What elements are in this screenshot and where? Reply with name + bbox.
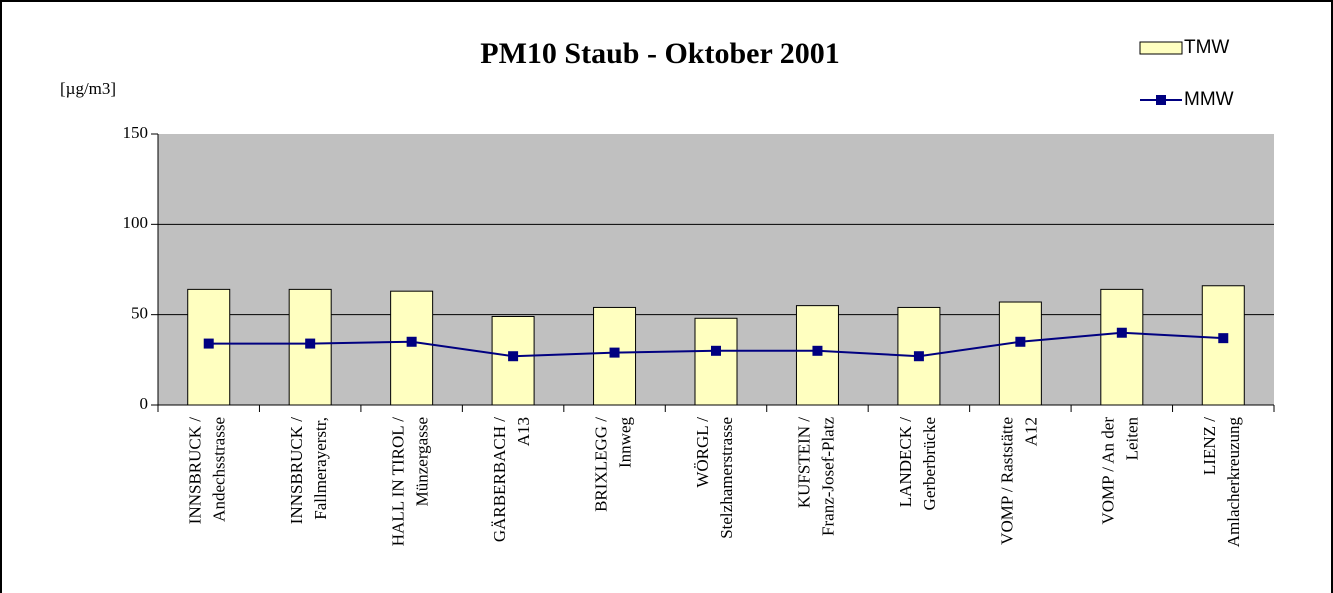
x-tick-label: Andechsstrasse xyxy=(210,417,229,522)
x-tick-label: INNSBRUCK / xyxy=(287,417,306,524)
marker xyxy=(406,336,417,347)
marker xyxy=(711,345,721,356)
marker xyxy=(1015,336,1026,347)
marker xyxy=(1116,327,1127,338)
x-tick-label: A12 xyxy=(1021,417,1040,446)
x-tick-label: VOMP / An der xyxy=(1099,417,1118,525)
x-tick-label: A13 xyxy=(514,417,533,446)
x-tick-label: Gerberbrücke xyxy=(920,417,939,510)
legend-label: TMW xyxy=(1184,37,1229,58)
y-tick-label: 150 xyxy=(123,123,149,142)
x-tick-label: VOMP / Raststätte xyxy=(997,417,1016,545)
y-tick-label: 100 xyxy=(123,213,149,232)
x-tick-label: WÖRGL / xyxy=(693,417,712,488)
marker xyxy=(609,347,620,358)
y-tick-label: 50 xyxy=(131,304,148,323)
marker xyxy=(305,338,316,349)
marker xyxy=(508,351,519,362)
x-tick-label: KUFSTEIN / xyxy=(794,417,813,508)
x-tick-label: LIENZ / xyxy=(1200,417,1219,475)
x-tick-label: Stelzhamerstrasse xyxy=(717,417,736,539)
marker xyxy=(203,338,214,349)
legend-swatch xyxy=(1139,41,1183,55)
legend-swatch xyxy=(1156,95,1166,105)
legend-label: MMW xyxy=(1184,89,1234,110)
x-tick-label: GÄRBERBACH / xyxy=(490,417,509,542)
x-tick-label: Franz-Josef-Platz xyxy=(818,417,837,536)
bar xyxy=(390,290,434,406)
x-tick-label: Fallmerayerstr, xyxy=(311,417,330,520)
bar xyxy=(1201,285,1245,406)
x-tick-label: HALL IN TIROL / xyxy=(389,417,408,546)
x-tick-label: Münzergasse xyxy=(413,417,432,506)
x-tick-label: BRIXLEGG / xyxy=(591,417,610,512)
bar xyxy=(694,317,738,406)
bar xyxy=(998,301,1042,406)
bar xyxy=(1100,288,1144,406)
x-tick-label: LANDECK / xyxy=(896,417,915,507)
marker xyxy=(1218,333,1229,344)
x-tick-label: Amlacherkreuzung xyxy=(1224,417,1243,548)
marker xyxy=(812,345,823,356)
marker xyxy=(913,351,924,362)
x-tick-label: INNSBRUCK / xyxy=(186,417,205,524)
chart-title: PM10 Staub - Oktober 2001 xyxy=(480,37,839,70)
x-tick-label: Innweg xyxy=(615,417,634,468)
y-tick-label: 0 xyxy=(140,394,149,413)
y-axis-label: [µg/m3] xyxy=(60,79,116,98)
x-tick-label: Leiten xyxy=(1123,417,1142,461)
